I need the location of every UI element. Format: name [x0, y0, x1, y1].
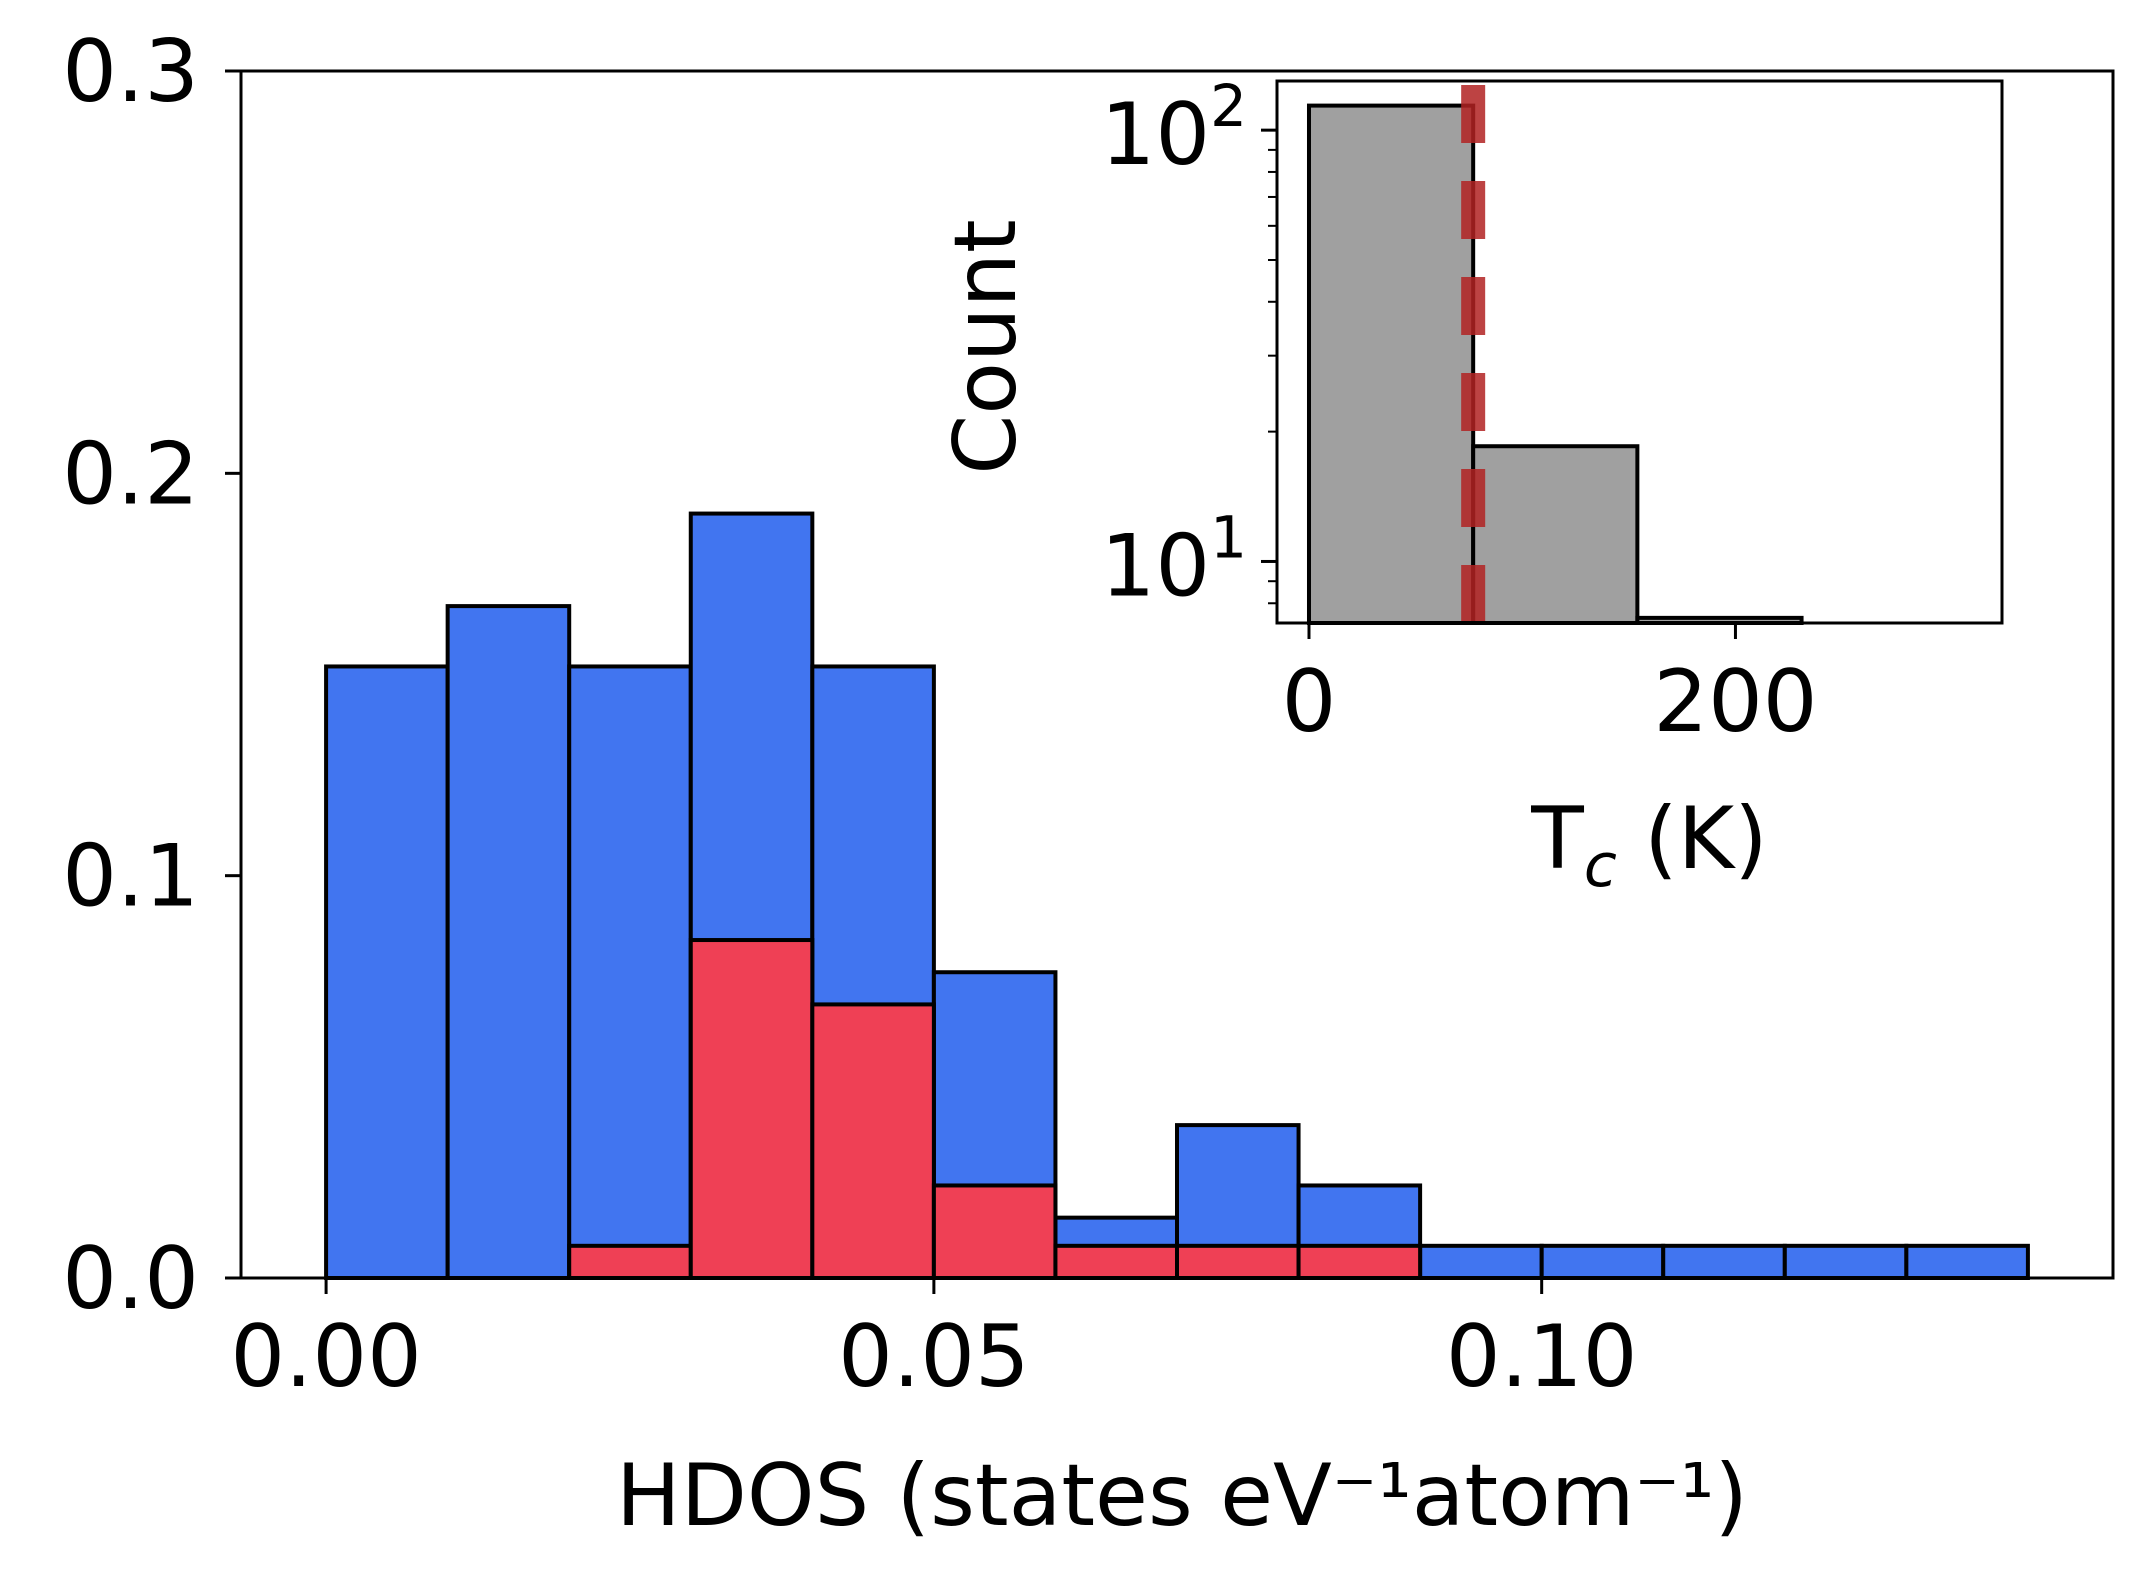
main-plot: 0.00 0.05 0.10 0.0 0.1 0.2 0.3 HDOS (states e…: [62, 22, 2115, 1546]
hist-bar-series-2: [688, 938, 815, 1280]
main-y-ticks: 0.0 0.1 0.2 0.3: [62, 22, 241, 1329]
main-y-tick-label: 0.3: [62, 22, 199, 122]
inset-plot: 0 200 101 102 Count Tc (K): [936, 72, 2004, 901]
hist-bar-series-1: [1661, 1243, 1787, 1281]
main-x-tick-label: 0.05: [838, 1307, 1029, 1407]
inset-y-axis-label: Count: [936, 219, 1036, 474]
inset-x-tick-label: 200: [1653, 652, 1817, 752]
inset-plot-frame: [1275, 79, 2004, 625]
inset-bars: [1306, 103, 1804, 626]
inset-y-tick-label: 102: [1101, 72, 1247, 185]
hist-bar-series-2: [1053, 1243, 1179, 1281]
hist-bar-series-1: [324, 664, 450, 1280]
main-y-tick-label: 0.0: [62, 1229, 199, 1329]
inset-hist-bar: [1471, 444, 1640, 626]
hist-bar-series-1: [1782, 1243, 1909, 1281]
main-x-ticks: 0.00 0.05 0.10: [230, 1278, 1637, 1407]
hist-bar-series-2: [810, 1002, 936, 1280]
inset-x-label-subscript: c: [1584, 831, 1617, 901]
hist-bar-series-1: [1418, 1243, 1544, 1281]
main-plot-frame: [239, 69, 2115, 1280]
inset-hist-bar: [1306, 103, 1476, 625]
hist-bar-series-1: [1539, 1243, 1666, 1281]
main-x-tick-label: 0.00: [230, 1307, 421, 1407]
inset-x-axis-label: Tc (K): [1530, 789, 1767, 901]
inset-x-label-unit: (K): [1617, 789, 1768, 889]
inset-y-tick-label: 101: [1101, 503, 1247, 616]
main-y-tick-label: 0.1: [62, 827, 199, 927]
hist-bar-series-1: [1904, 1243, 2030, 1281]
main-y-tick-label: 0.2: [62, 424, 199, 524]
inset-y-ticks: 101 102: [1101, 72, 1277, 616]
inset-x-ticks: 0 200: [1282, 623, 1818, 752]
hist-bar-series-2: [1296, 1243, 1423, 1281]
main-x-axis-label: HDOS (states eV⁻¹atom⁻¹): [616, 1446, 1748, 1546]
hist-bar-series-2: [567, 1243, 693, 1281]
hist-bar-series-2: [931, 1183, 1058, 1281]
main-x-tick-label: 0.10: [1446, 1307, 1637, 1407]
inset-x-tick-label: 0: [1282, 652, 1337, 752]
inset-x-label-main: T: [1530, 789, 1584, 889]
hist-bar-series-2: [1175, 1243, 1301, 1281]
main-bars: [324, 511, 2030, 1281]
hist-bar-series-1: [445, 604, 572, 1280]
hist-bar-series-1: [567, 664, 693, 1280]
